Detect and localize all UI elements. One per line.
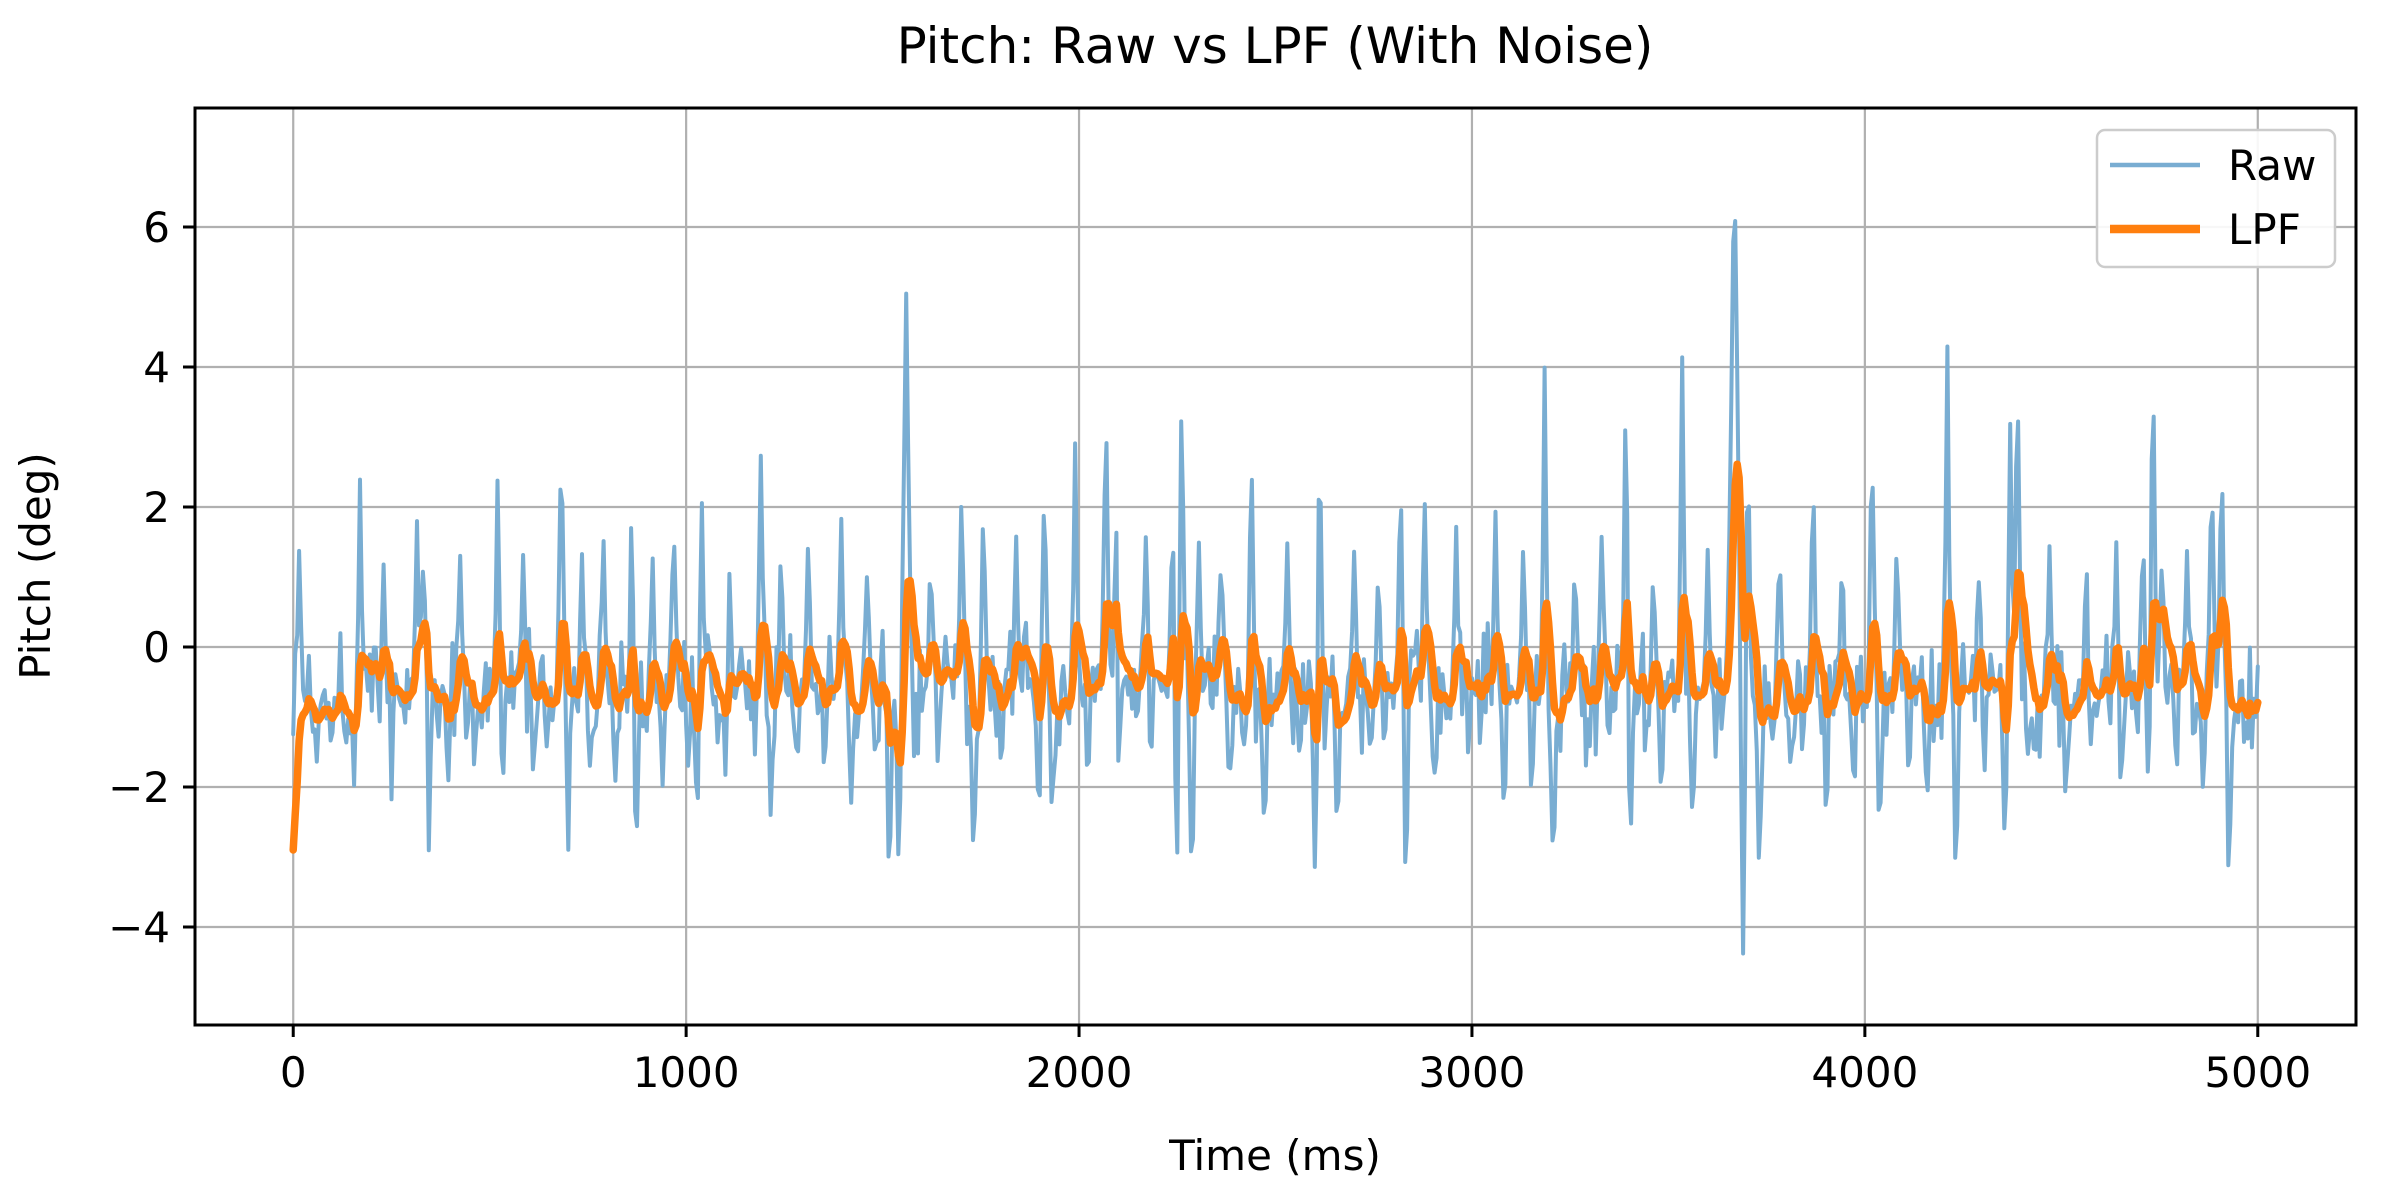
- lpf-series-line: [289, 460, 2262, 854]
- series-lines: [289, 219, 2262, 956]
- axis-ticks: 0 1000 2000 3000 4000 5000 −4 −2 0 2 4 6: [108, 203, 2311, 1097]
- x-tick-label: 3000: [1419, 1048, 1526, 1097]
- legend-raw-label: Raw: [2228, 141, 2316, 190]
- y-tick-label: 2: [143, 483, 170, 532]
- x-tick-label: 5000: [2204, 1048, 2311, 1097]
- y-tick-label: −4: [108, 903, 170, 952]
- y-axis-label: Pitch (deg): [11, 452, 60, 680]
- legend-lpf-label: LPF: [2228, 205, 2301, 254]
- y-tick-label: 0: [143, 623, 170, 672]
- y-tick-label: 4: [143, 343, 170, 392]
- x-axis-label: Time (ms): [1168, 1131, 1381, 1180]
- y-tick-label: −2: [108, 763, 170, 812]
- grid-lines: [195, 108, 2356, 1025]
- chart-title: Pitch: Raw vs LPF (With Noise): [897, 17, 1654, 75]
- legend: Raw LPF: [2095, 128, 2337, 269]
- y-tick-label: 6: [143, 203, 170, 252]
- x-tick-label: 1000: [633, 1048, 740, 1097]
- x-tick-label: 4000: [1811, 1048, 1918, 1097]
- x-tick-label: 2000: [1026, 1048, 1133, 1097]
- x-tick-label: 0: [280, 1048, 307, 1097]
- plot-border: [193, 106, 2358, 1027]
